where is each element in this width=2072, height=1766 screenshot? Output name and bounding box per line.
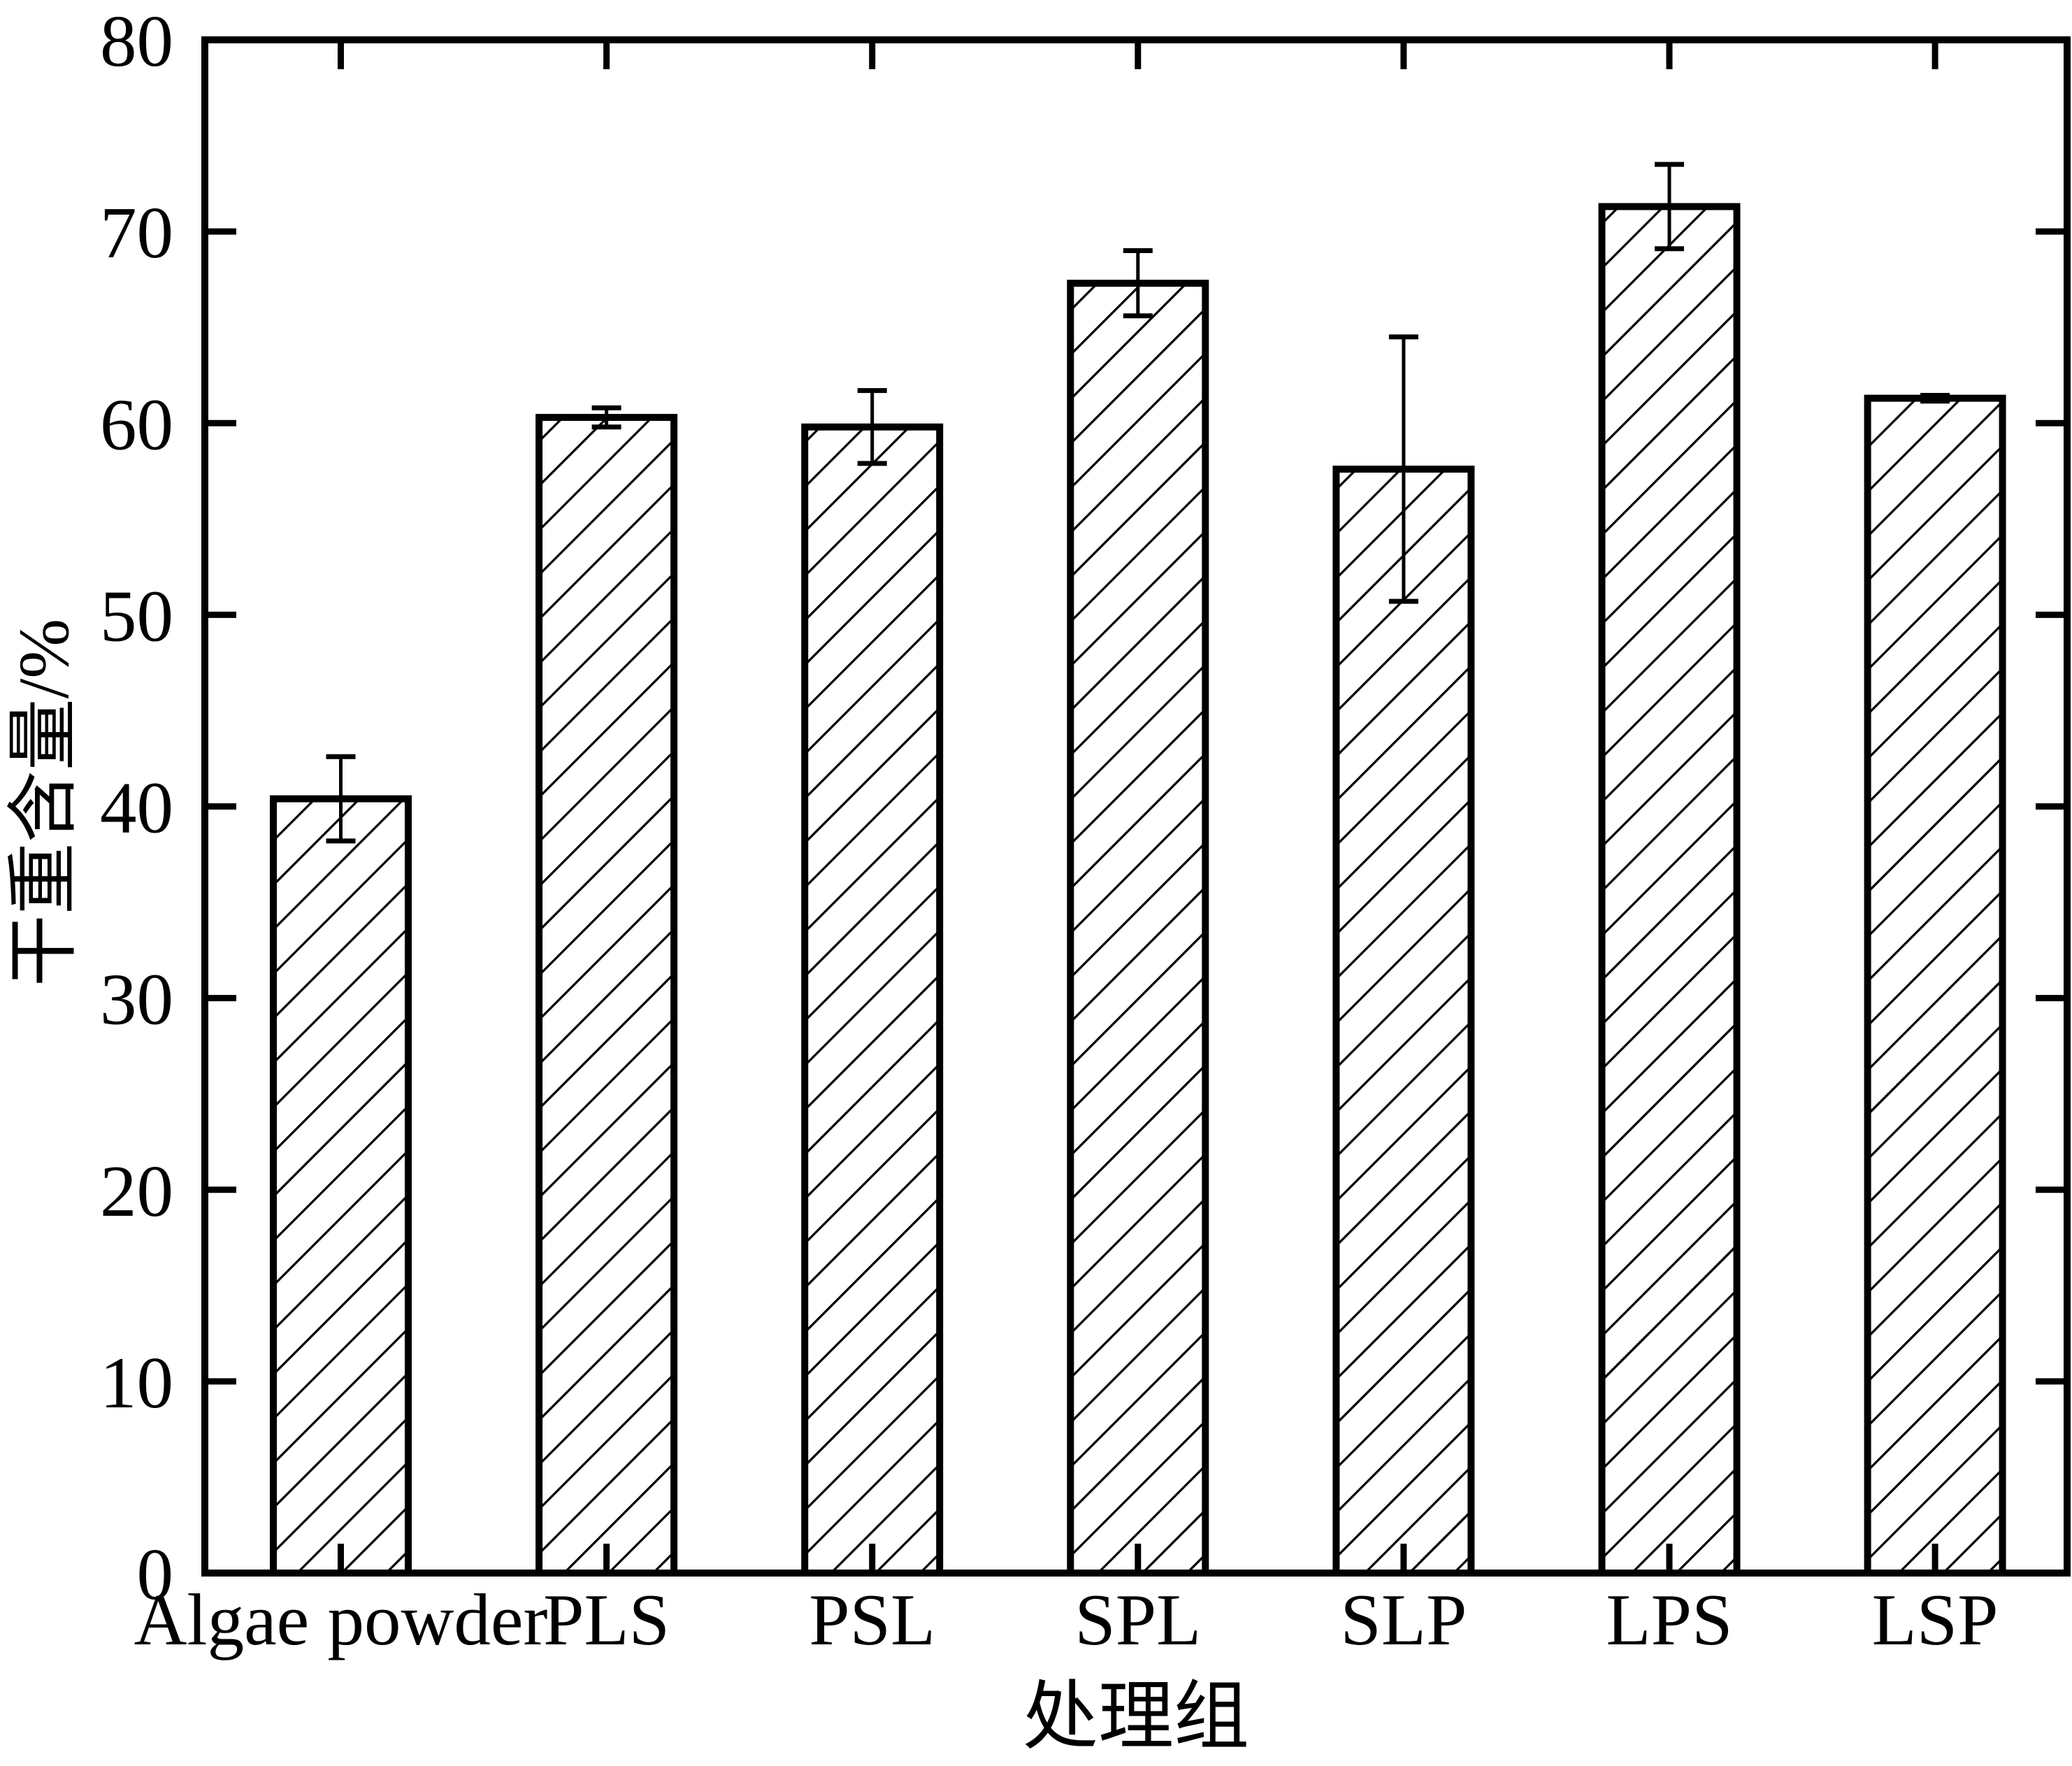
bar-PSL <box>801 423 944 1577</box>
plot-frame <box>201 36 2071 1577</box>
y-tick-label-10: 10 <box>100 1342 173 1423</box>
category-label-PSL: PSL <box>809 1579 935 1660</box>
x-axis-label: 处理组 <box>1023 1676 1249 1759</box>
category-label-LSP: LSP <box>1872 1579 1999 1660</box>
y-tick-label-50: 50 <box>100 575 173 656</box>
bar-PLS <box>535 414 678 1577</box>
bar-Algae-powder <box>270 795 412 1577</box>
bar-LPS <box>1598 203 1741 1577</box>
y-tick-label-30: 30 <box>100 959 173 1040</box>
category-label-LPS: LPS <box>1606 1579 1733 1660</box>
category-label-SPL: SPL <box>1074 1579 1201 1660</box>
category-label-PLS: PLS <box>543 1579 670 1660</box>
bar-LSP <box>1864 394 2006 1577</box>
bar-SPL <box>1067 280 1209 1577</box>
bar-SLP <box>1332 466 1475 1577</box>
category-label-SLP: SLP <box>1340 1579 1467 1660</box>
y-tick-label-20: 20 <box>100 1150 173 1232</box>
y-tick-label-0: 0 <box>137 1533 174 1615</box>
y-tick-label-70: 70 <box>100 192 173 273</box>
y-axis-label: 干重含量/% <box>4 619 84 986</box>
y-tick-label-40: 40 <box>100 767 173 849</box>
y-tick-label-80: 80 <box>100 0 173 82</box>
y-tick-label-60: 60 <box>100 383 173 465</box>
category-label-Algae-powder: Algae powder <box>134 1579 548 1660</box>
